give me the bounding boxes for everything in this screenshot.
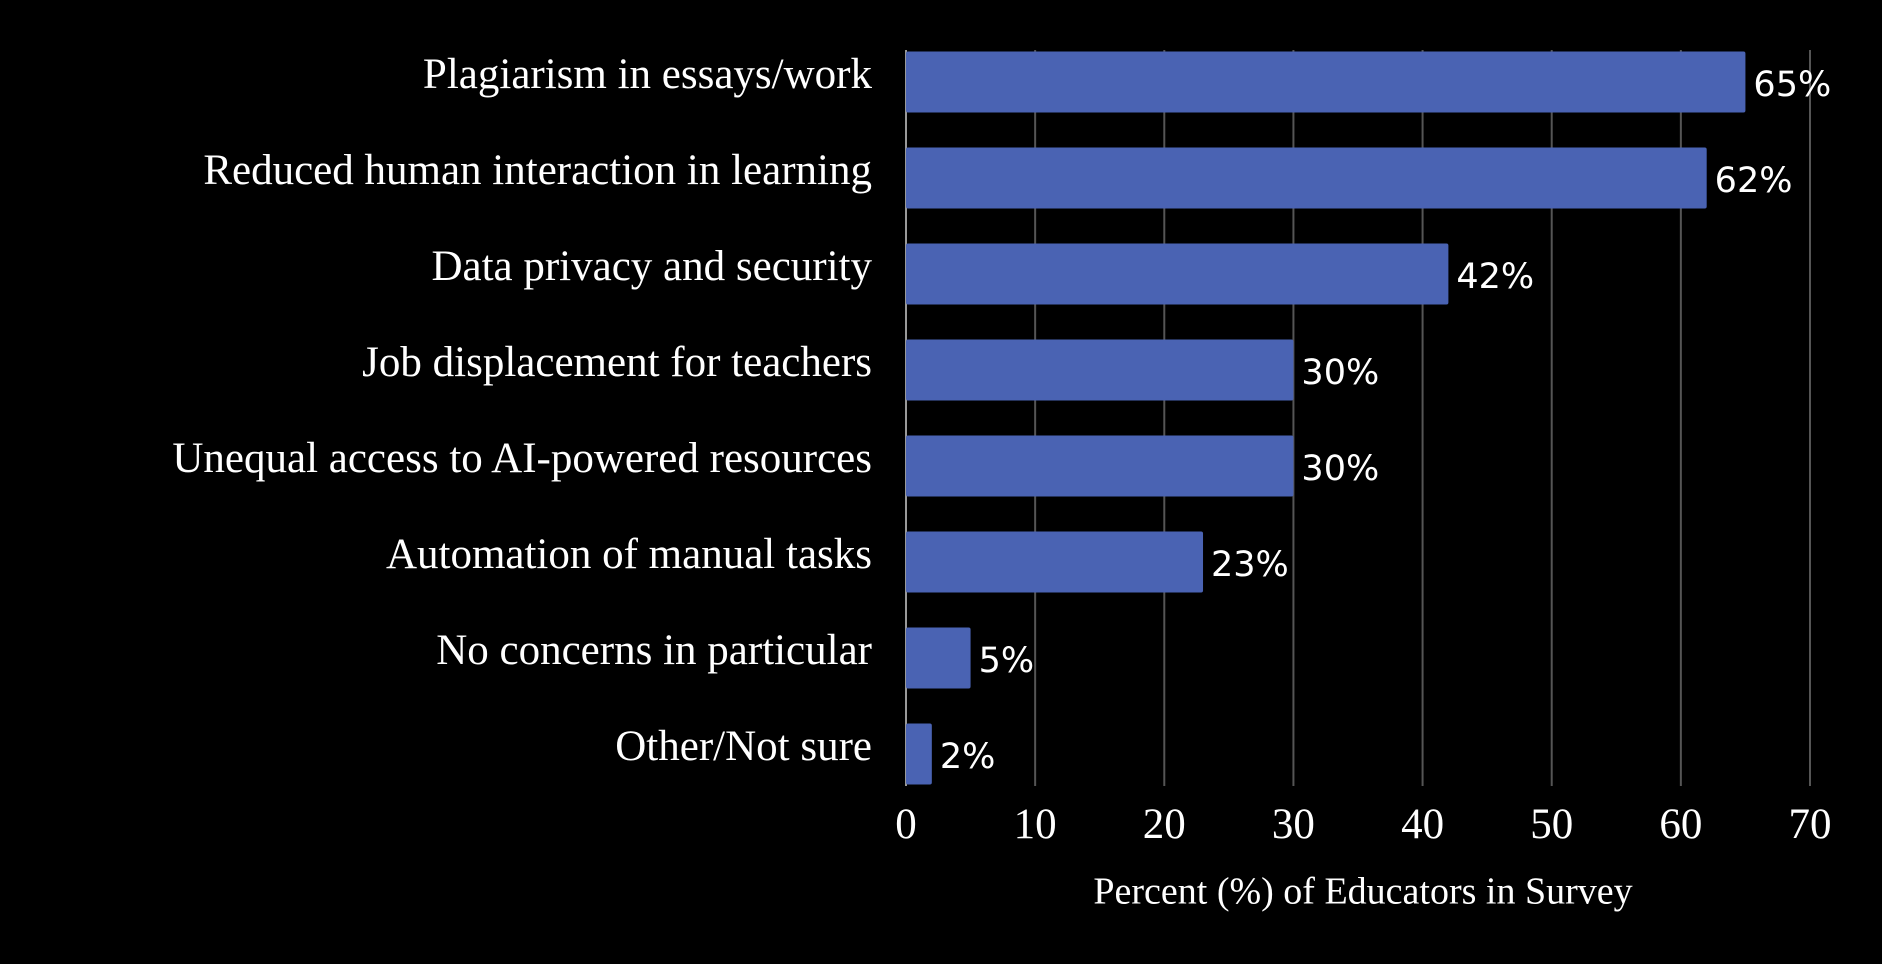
y-tick-label: Automation of manual tasks: [386, 531, 872, 578]
bar: [906, 147, 1707, 209]
bar: [906, 435, 1294, 497]
x-axis-label: Percent (%) of Educators in Survey: [1093, 871, 1632, 913]
bar: [906, 531, 1204, 593]
y-tick-label: Data privacy and security: [431, 243, 872, 290]
value-label: 65%: [1753, 65, 1831, 105]
bar: [906, 243, 1449, 305]
x-tick-label: 0: [895, 801, 917, 848]
x-tick-label: 40: [1401, 801, 1444, 848]
x-tick-label: 50: [1530, 801, 1573, 848]
y-tick-label: Job displacement for teachers: [362, 339, 872, 386]
x-tick-label: 30: [1272, 801, 1315, 848]
value-label: 2%: [940, 737, 996, 777]
value-label: 30%: [1301, 449, 1379, 489]
y-tick-label: Other/Not sure: [615, 723, 872, 770]
y-tick-label: Plagiarism in essays/work: [423, 51, 873, 98]
y-tick-label: Reduced human interaction in learning: [203, 147, 872, 194]
value-label: 5%: [979, 641, 1035, 681]
bar: [906, 51, 1746, 113]
x-tick-label: 60: [1659, 801, 1702, 848]
x-tick-label: 70: [1789, 801, 1832, 848]
y-tick-label: Unequal access to AI-powered resources: [172, 435, 872, 482]
x-tick-label: 10: [1014, 801, 1057, 848]
bar: [906, 627, 971, 689]
value-label: 62%: [1715, 161, 1793, 201]
bar: [906, 339, 1294, 401]
value-label: 23%: [1211, 545, 1289, 585]
x-tick-label: 20: [1143, 801, 1186, 848]
value-label: 42%: [1456, 257, 1534, 297]
bar: [906, 723, 932, 785]
value-label: 30%: [1301, 353, 1379, 393]
y-tick-label: No concerns in particular: [436, 627, 872, 674]
